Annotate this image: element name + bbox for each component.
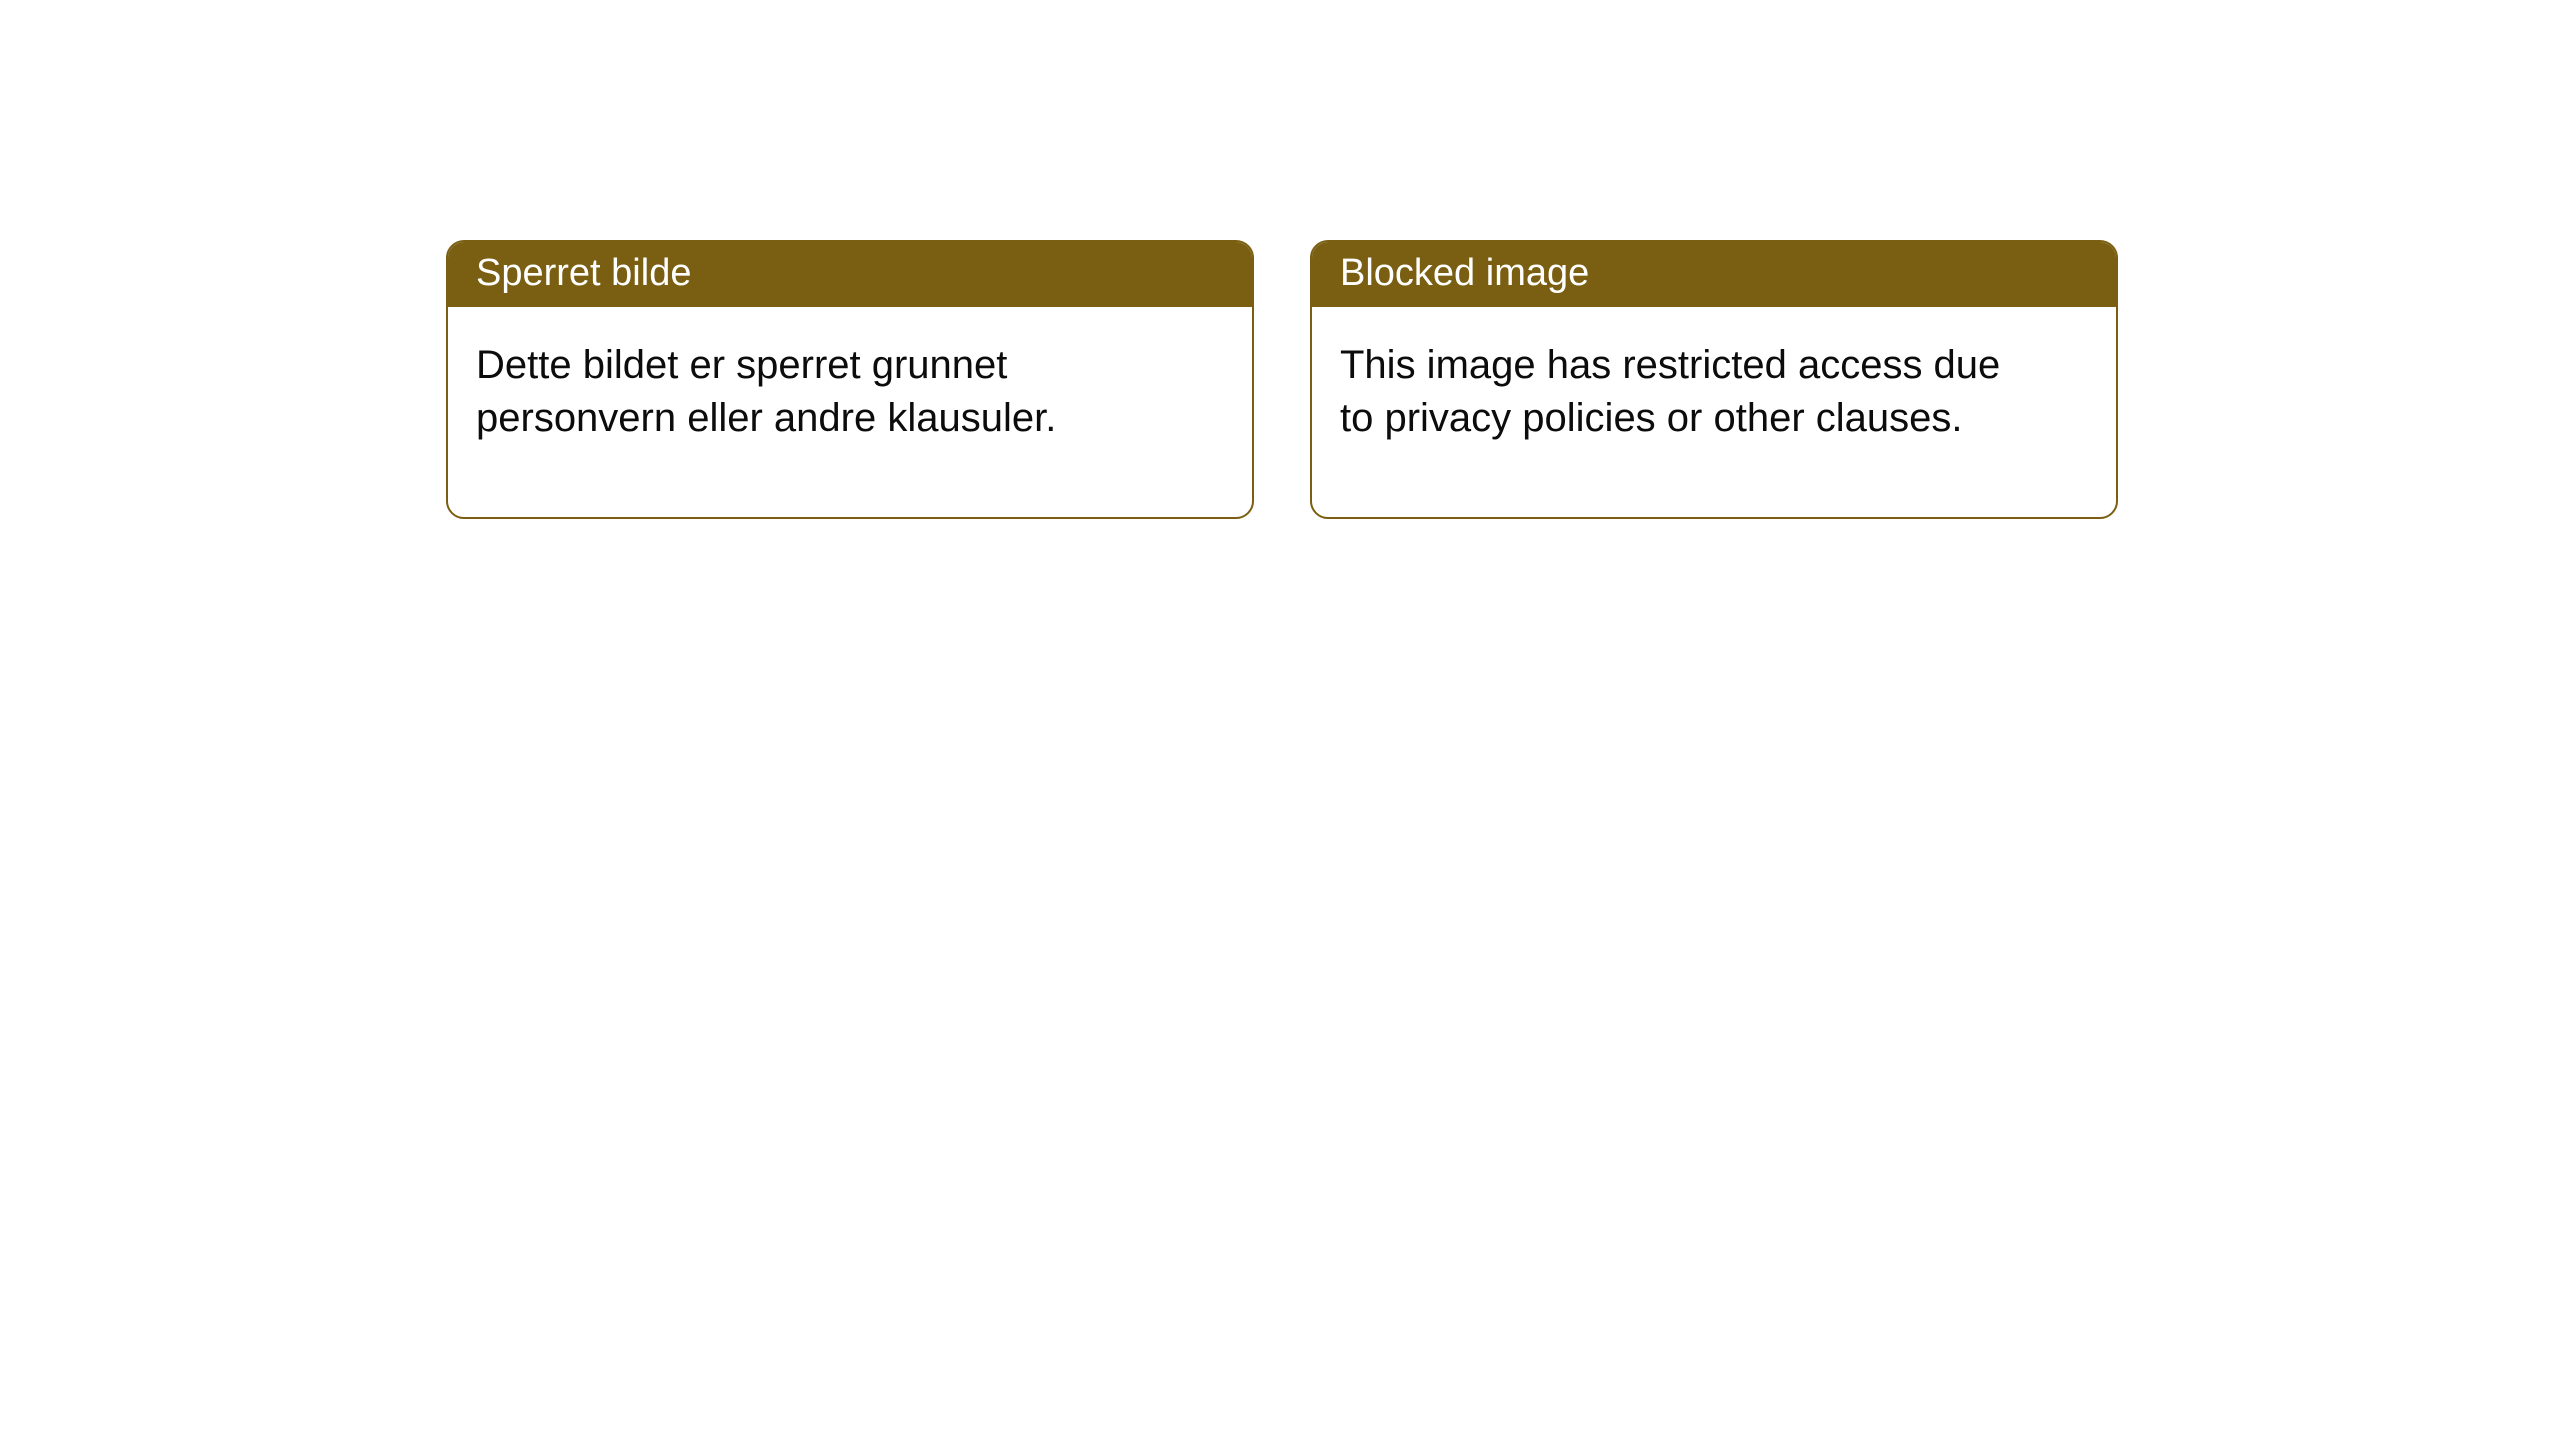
notice-body-english: This image has restricted access due to … [1312, 307, 2032, 517]
notice-container: Sperret bilde Dette bildet er sperret gr… [446, 240, 2118, 519]
notice-text: Dette bildet er sperret grunnet personve… [476, 343, 1056, 440]
notice-title: Sperret bilde [476, 252, 691, 294]
notice-box-english: Blocked image This image has restricted … [1310, 240, 2118, 519]
notice-title: Blocked image [1340, 252, 1589, 294]
notice-text: This image has restricted access due to … [1340, 343, 2000, 440]
notice-header-english: Blocked image [1312, 242, 2116, 307]
notice-box-norwegian: Sperret bilde Dette bildet er sperret gr… [446, 240, 1254, 519]
notice-header-norwegian: Sperret bilde [448, 242, 1252, 307]
notice-body-norwegian: Dette bildet er sperret grunnet personve… [448, 307, 1168, 517]
